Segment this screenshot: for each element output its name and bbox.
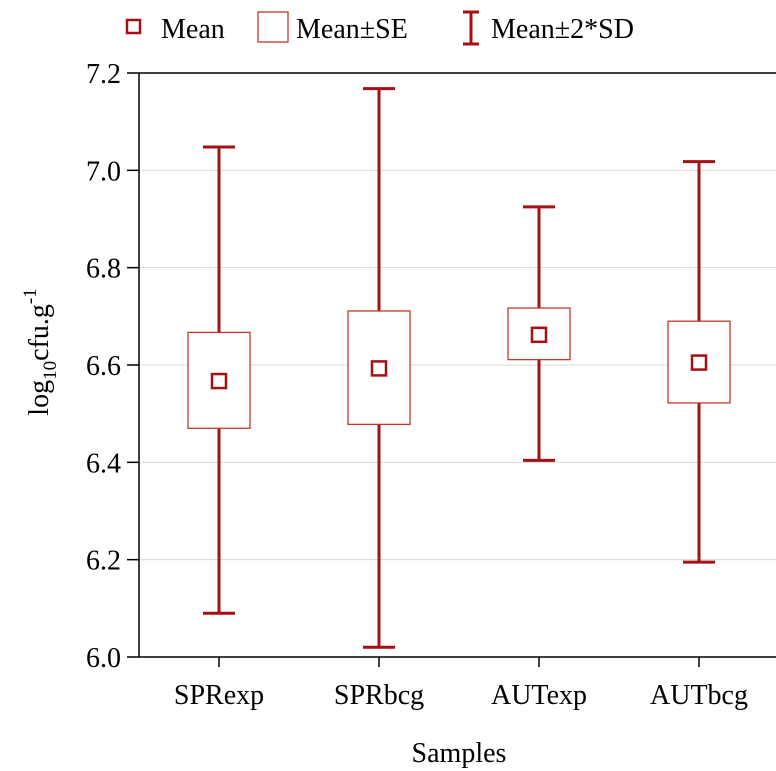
y-axis-title-base: log bbox=[24, 380, 55, 416]
y-axis-title-sub: 10 bbox=[40, 361, 61, 380]
legend-sd-label: Mean±2*SD bbox=[491, 14, 634, 45]
mean-marker-3 bbox=[690, 354, 708, 371]
x-tick-label-1: SPRbcg bbox=[334, 680, 424, 711]
legend-se-marker bbox=[257, 11, 289, 43]
legend-mean-marker bbox=[125, 18, 142, 35]
mean-marker-2 bbox=[530, 326, 548, 344]
box-group-AUTbcg bbox=[667, 160, 731, 564]
mean-marker-0 bbox=[210, 372, 228, 390]
y-axis-title: log10cfu.g-1 bbox=[20, 288, 61, 415]
y-axis-title-sup: -1 bbox=[20, 288, 41, 304]
legend-se-label: Mean±SE bbox=[296, 14, 408, 45]
y-tick-label-0: 6.0 bbox=[86, 643, 121, 674]
y-tick-label-5: 7.0 bbox=[86, 156, 121, 187]
mean-marker-1 bbox=[370, 360, 388, 377]
x-axis-title: Samples bbox=[412, 738, 507, 769]
y-tick-label-6: 7.2 bbox=[86, 59, 121, 90]
plot-area bbox=[187, 87, 731, 649]
x-tick-label-0: SPRexp bbox=[174, 680, 264, 711]
y-axis-title-main: cfu.g bbox=[24, 304, 55, 361]
x-tick-label-3: AUTbcg bbox=[650, 680, 748, 711]
se-box-0 bbox=[187, 331, 251, 429]
box-group-SPRbcg bbox=[347, 87, 411, 649]
legend: Mean Mean±SE Mean±2*SD bbox=[125, 10, 634, 46]
box-group-SPRexp bbox=[187, 145, 251, 615]
y-tick-label-4: 6.8 bbox=[86, 254, 121, 285]
y-tick-label-1: 6.2 bbox=[86, 546, 121, 577]
y-tick-label-2: 6.4 bbox=[86, 448, 121, 479]
axes: 6.0 6.2 6.4 6.6 6.8 7.0 7.2 SPRexp SPRbcg AUTexp A… bbox=[86, 59, 776, 711]
box-group-AUTexp bbox=[507, 205, 571, 462]
y-tick-label-3: 6.6 bbox=[86, 351, 121, 382]
x-tick-label-2: AUTexp bbox=[491, 680, 587, 711]
legend-mean-label: Mean bbox=[161, 14, 225, 45]
legend-sd-marker bbox=[463, 10, 479, 46]
